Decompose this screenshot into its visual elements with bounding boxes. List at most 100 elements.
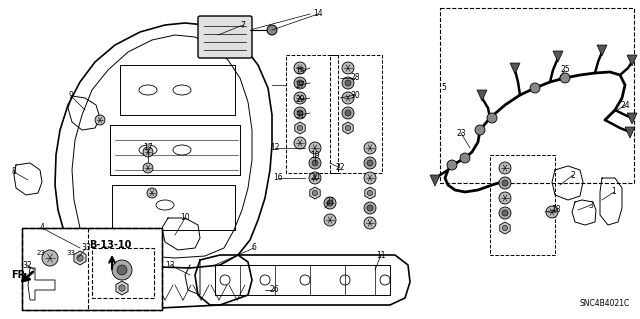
Circle shape xyxy=(77,255,83,261)
Text: 13: 13 xyxy=(165,261,175,270)
Circle shape xyxy=(294,62,306,74)
Text: 21: 21 xyxy=(325,197,335,206)
Bar xyxy=(440,8,634,183)
Circle shape xyxy=(298,125,303,131)
Text: 25: 25 xyxy=(560,65,570,75)
Circle shape xyxy=(147,188,157,198)
Circle shape xyxy=(327,200,333,206)
Polygon shape xyxy=(510,63,520,74)
Text: 20: 20 xyxy=(310,174,320,182)
Text: 3: 3 xyxy=(589,201,593,210)
Polygon shape xyxy=(310,187,320,199)
Text: 12: 12 xyxy=(270,144,280,152)
Text: 28: 28 xyxy=(350,73,360,83)
Circle shape xyxy=(95,115,105,125)
Circle shape xyxy=(447,160,457,170)
Text: 14: 14 xyxy=(313,10,323,19)
Circle shape xyxy=(294,77,306,89)
Circle shape xyxy=(367,160,373,166)
Bar xyxy=(286,55,338,173)
Circle shape xyxy=(364,172,376,184)
Circle shape xyxy=(364,217,376,229)
Circle shape xyxy=(267,25,277,35)
Circle shape xyxy=(499,162,511,174)
Circle shape xyxy=(546,206,558,218)
Circle shape xyxy=(364,142,376,154)
Text: 33: 33 xyxy=(66,250,75,256)
Circle shape xyxy=(560,73,570,83)
Circle shape xyxy=(294,92,306,104)
Text: 6: 6 xyxy=(252,243,257,253)
Polygon shape xyxy=(597,45,607,56)
Circle shape xyxy=(346,125,351,131)
Circle shape xyxy=(312,160,318,166)
Circle shape xyxy=(499,192,511,204)
Circle shape xyxy=(502,180,508,186)
Polygon shape xyxy=(430,175,440,186)
Text: 27: 27 xyxy=(295,80,305,90)
Circle shape xyxy=(342,92,354,104)
Circle shape xyxy=(143,147,153,157)
Circle shape xyxy=(367,190,372,196)
Text: 23: 23 xyxy=(36,250,45,256)
Circle shape xyxy=(309,142,321,154)
Text: 11: 11 xyxy=(376,250,386,259)
Text: FR.: FR. xyxy=(11,270,29,280)
Bar xyxy=(22,228,162,310)
Polygon shape xyxy=(553,51,563,62)
Text: 18: 18 xyxy=(551,205,561,214)
Text: 16: 16 xyxy=(273,174,283,182)
Circle shape xyxy=(475,125,485,135)
Text: 9: 9 xyxy=(68,92,74,100)
Text: 33: 33 xyxy=(81,243,91,253)
Circle shape xyxy=(119,285,125,291)
Text: 10: 10 xyxy=(180,213,190,222)
Text: 4: 4 xyxy=(40,224,44,233)
Polygon shape xyxy=(343,122,353,134)
Circle shape xyxy=(117,265,127,275)
Text: SNC4B4021C: SNC4B4021C xyxy=(580,299,630,308)
Circle shape xyxy=(345,110,351,116)
Circle shape xyxy=(499,177,511,189)
Text: 15: 15 xyxy=(295,68,305,77)
Text: 29: 29 xyxy=(295,95,305,105)
Polygon shape xyxy=(627,55,637,66)
Circle shape xyxy=(143,163,153,173)
Polygon shape xyxy=(627,113,637,124)
Polygon shape xyxy=(74,251,86,265)
Circle shape xyxy=(364,157,376,169)
FancyBboxPatch shape xyxy=(198,16,252,58)
Circle shape xyxy=(294,137,306,149)
Circle shape xyxy=(297,110,303,116)
Text: 19: 19 xyxy=(310,151,320,160)
Circle shape xyxy=(530,83,540,93)
Text: 8: 8 xyxy=(12,167,17,176)
Polygon shape xyxy=(116,281,128,295)
Text: 24: 24 xyxy=(620,100,630,109)
Circle shape xyxy=(324,197,336,209)
Text: 22: 22 xyxy=(335,164,345,173)
Circle shape xyxy=(342,77,354,89)
Polygon shape xyxy=(365,187,375,199)
Circle shape xyxy=(309,172,321,184)
Bar xyxy=(92,248,154,298)
Circle shape xyxy=(297,80,303,86)
Text: 2: 2 xyxy=(571,170,575,180)
Circle shape xyxy=(345,80,351,86)
Circle shape xyxy=(342,107,354,119)
Circle shape xyxy=(294,107,306,119)
Circle shape xyxy=(502,225,508,231)
Polygon shape xyxy=(477,90,487,101)
Polygon shape xyxy=(625,127,635,138)
Text: 26: 26 xyxy=(269,286,279,294)
Bar xyxy=(22,228,162,310)
Text: 23: 23 xyxy=(456,129,466,137)
Circle shape xyxy=(312,190,317,196)
Circle shape xyxy=(364,202,376,214)
Text: 1: 1 xyxy=(612,188,616,197)
Circle shape xyxy=(499,207,511,219)
Circle shape xyxy=(367,205,373,211)
Circle shape xyxy=(487,113,497,123)
Bar xyxy=(490,155,555,255)
Text: 7: 7 xyxy=(241,20,245,29)
